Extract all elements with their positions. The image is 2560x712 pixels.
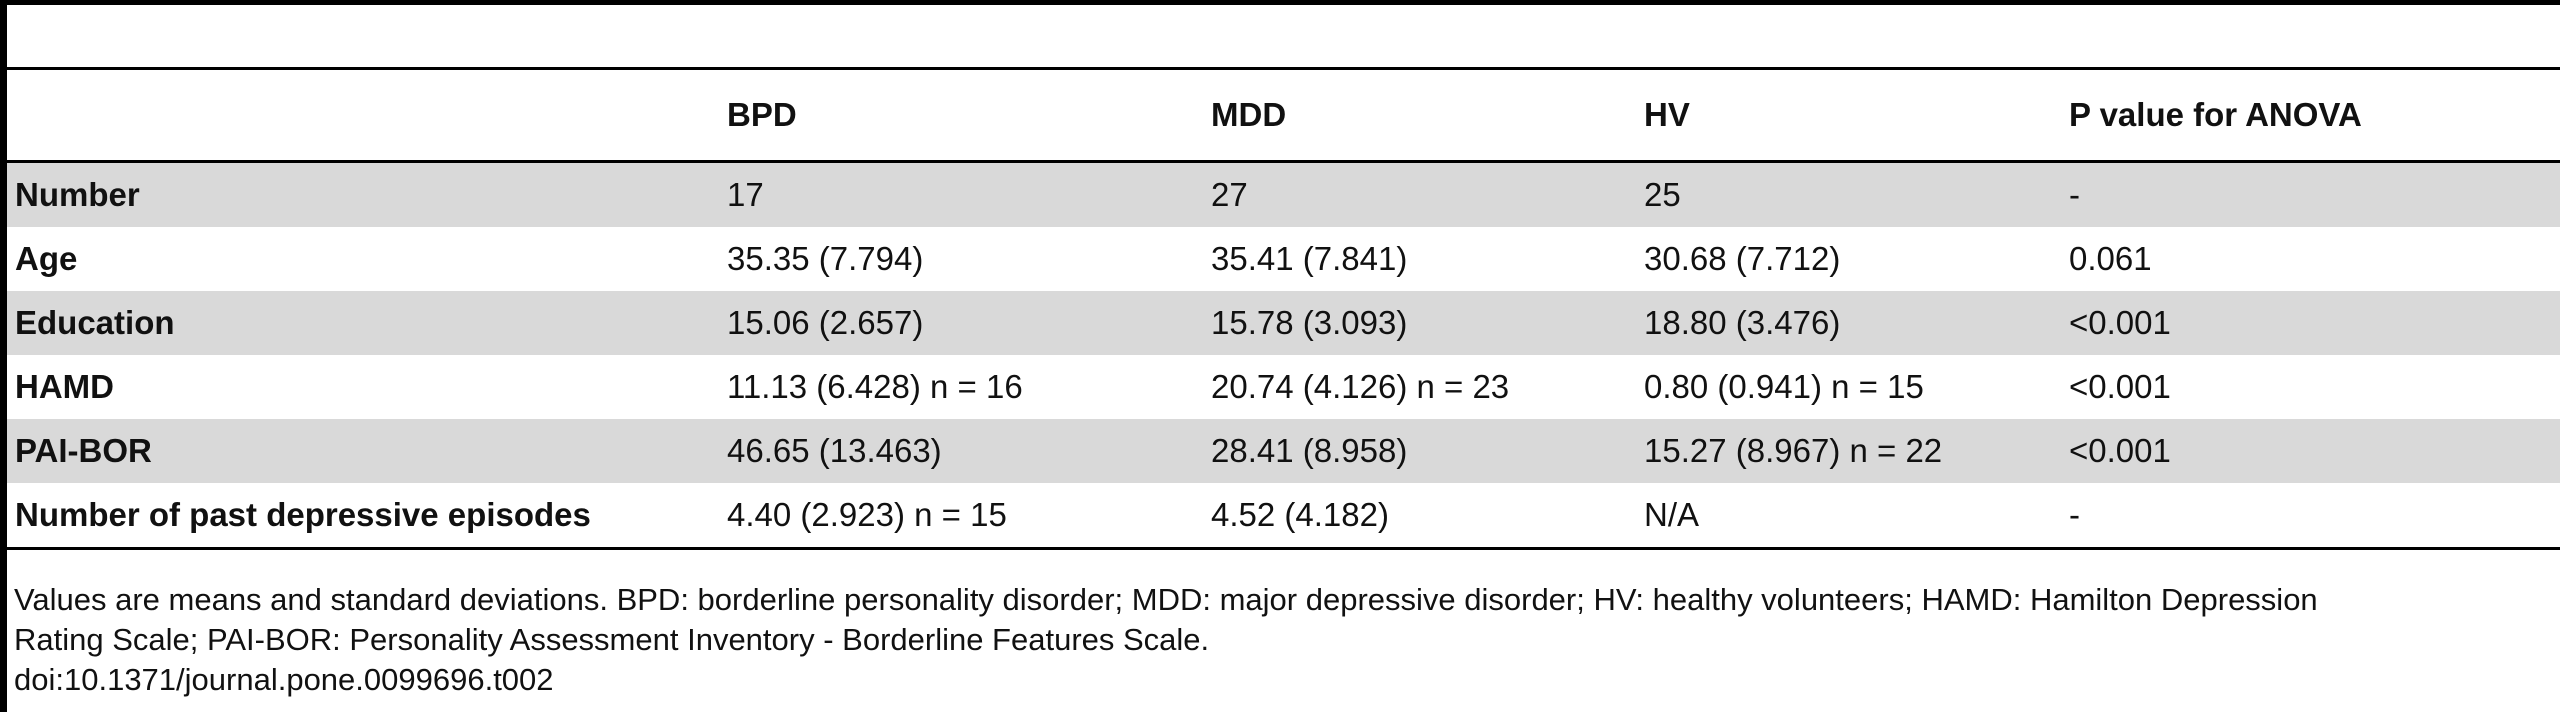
cell-hv: 18.80 (3.476) bbox=[1636, 291, 2061, 355]
table-row-hamd: HAMD 11.13 (6.428) n = 16 20.74 (4.126) … bbox=[7, 355, 2560, 419]
cell-hv: 0.80 (0.941) n = 15 bbox=[1644, 368, 1924, 405]
table-row-education: Education 15.06 (2.657) 15.78 (3.093) 18… bbox=[7, 291, 2560, 355]
cell-p-value: <0.001 bbox=[2061, 291, 2560, 355]
footnote-line-1: Values are means and standard deviations… bbox=[14, 582, 2318, 617]
top-border-rule bbox=[7, 0, 2560, 5]
table-footnote: Values are means and standard deviations… bbox=[14, 580, 2554, 700]
cell-p-value: 0.061 bbox=[2069, 240, 2152, 277]
cell-p-value: - bbox=[2069, 496, 2080, 533]
footnote-doi: doi:10.1371/journal.pone.0099696.t002 bbox=[14, 662, 554, 697]
cell-hv: 25 bbox=[1636, 161, 2061, 227]
table-body: Number 17 27 25 - Age 35.35 (7.794) 35.4… bbox=[7, 161, 2560, 548]
header-bpd: BPD bbox=[719, 70, 1203, 163]
cell-hv: 30.68 (7.712) bbox=[1644, 240, 1841, 277]
cell-mdd: 27 bbox=[1203, 161, 1636, 227]
table-row-depressive-episodes: Number of past depressive episodes 4.40 … bbox=[7, 483, 2560, 547]
row-label: Number bbox=[7, 161, 719, 227]
cell-mdd: 28.41 (8.958) bbox=[1203, 419, 1636, 483]
header-hv: HV bbox=[1636, 70, 2061, 163]
cell-hv: N/A bbox=[1644, 496, 1700, 533]
header-row: BPD MDD HV P value for ANOVA bbox=[7, 70, 2560, 163]
header-empty bbox=[7, 70, 719, 163]
footnote-line-2: Rating Scale; PAI-BOR: Personality Asses… bbox=[14, 622, 1210, 657]
cell-bpd: 4.40 (2.923) n = 15 bbox=[727, 496, 1007, 533]
table-row-age: Age 35.35 (7.794) 35.41 (7.841) 30.68 (7… bbox=[7, 227, 2560, 291]
row-label: Number of past depressive episodes bbox=[15, 496, 591, 533]
row-label: Education bbox=[7, 291, 719, 355]
cell-mdd: 20.74 (4.126) n = 23 bbox=[1211, 368, 1510, 405]
demographics-table: BPD MDD HV P value for ANOVA Number 17 2… bbox=[7, 70, 2560, 547]
left-border-rule bbox=[0, 0, 7, 712]
cell-p-value: <0.001 bbox=[2061, 419, 2560, 483]
row-label: PAI-BOR bbox=[7, 419, 719, 483]
header-mdd: MDD bbox=[1203, 70, 1636, 163]
cell-mdd: 15.78 (3.093) bbox=[1203, 291, 1636, 355]
table-row-pai-bor: PAI-BOR 46.65 (13.463) 28.41 (8.958) 15.… bbox=[7, 419, 2560, 483]
row-label: HAMD bbox=[15, 368, 114, 405]
cell-bpd: 35.35 (7.794) bbox=[727, 240, 924, 277]
cell-bpd: 15.06 (2.657) bbox=[719, 291, 1203, 355]
cell-bpd: 46.65 (13.463) bbox=[719, 419, 1203, 483]
header-p-value: P value for ANOVA bbox=[2061, 70, 2560, 163]
cell-p-value: <0.001 bbox=[2069, 368, 2171, 405]
cell-hv: 15.27 (8.967) n = 22 bbox=[1636, 419, 2061, 483]
row-label: Age bbox=[15, 240, 78, 277]
cell-mdd: 4.52 (4.182) bbox=[1211, 496, 1389, 533]
table-row-number: Number 17 27 25 - bbox=[7, 161, 2560, 227]
demographics-table-container: BPD MDD HV P value for ANOVA Number 17 2… bbox=[7, 67, 2560, 550]
cell-bpd: 11.13 (6.428) n = 16 bbox=[727, 368, 1023, 405]
cell-mdd: 35.41 (7.841) bbox=[1211, 240, 1408, 277]
table-header: BPD MDD HV P value for ANOVA bbox=[7, 70, 2560, 163]
cell-bpd: 17 bbox=[719, 161, 1203, 227]
cell-p-value: - bbox=[2061, 161, 2560, 227]
